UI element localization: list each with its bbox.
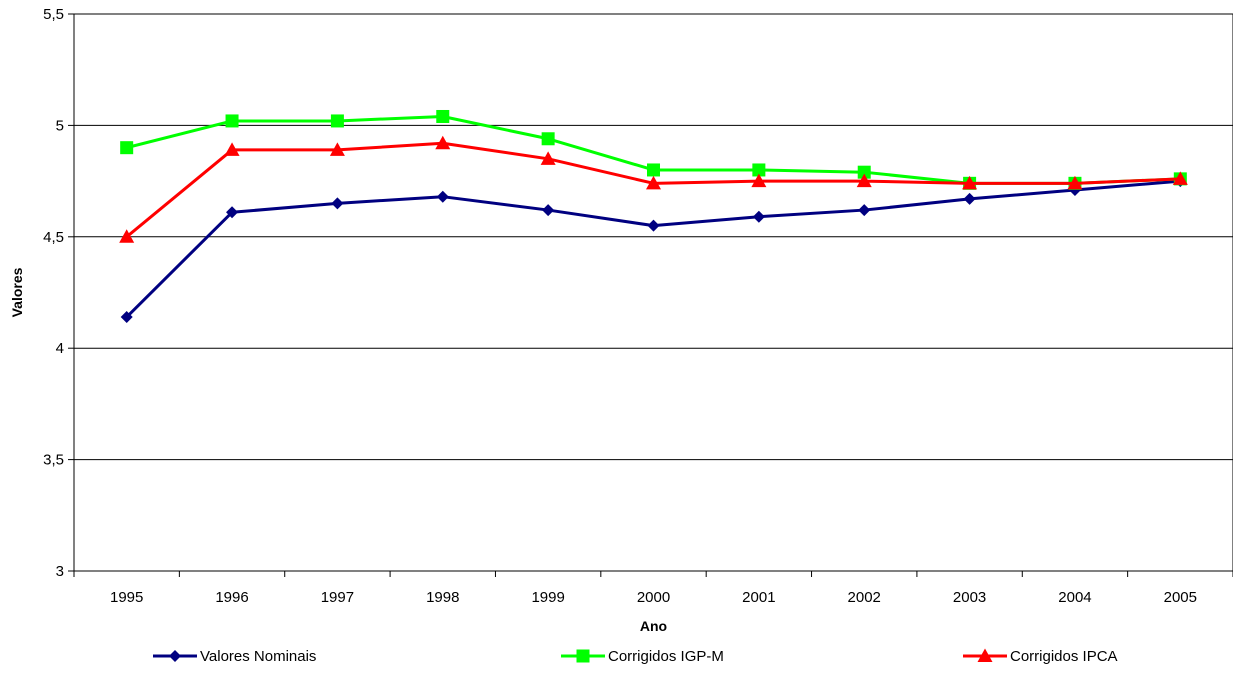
x-tick-label: 2002 <box>848 589 881 606</box>
y-tick-label: 3,5 <box>43 452 64 469</box>
data-point-corrigidos-igp-m <box>541 132 555 146</box>
series-corrigidos-ipca <box>119 135 1188 243</box>
data-point-valores-nominais <box>542 204 555 217</box>
legend: Valores Nominais Corrigidos IGP-M Corrigid… <box>153 648 1118 665</box>
series-valores-nominais <box>120 175 1187 324</box>
y-tick-label: 3 <box>56 563 64 580</box>
data-point-corrigidos-ipca <box>1172 171 1188 185</box>
series-layer <box>119 109 1188 324</box>
legend-label: Corrigidos IPCA <box>1010 648 1118 665</box>
data-point-valores-nominais <box>858 204 871 217</box>
x-tick-label: 1999 <box>531 589 564 606</box>
data-point-valores-nominais <box>436 190 449 203</box>
data-point-corrigidos-ipca <box>224 142 240 156</box>
data-point-valores-nominais <box>120 311 133 324</box>
data-point-corrigidos-ipca <box>119 229 135 243</box>
y-axis-title: Valores <box>9 267 25 317</box>
data-point-corrigidos-igp-m <box>436 109 450 123</box>
data-point-corrigidos-ipca <box>751 173 767 188</box>
x-tick-label: 2003 <box>953 589 986 606</box>
data-point-valores-nominais <box>226 206 239 219</box>
x-tick-label: 2005 <box>1164 589 1197 606</box>
data-point-valores-nominais <box>963 192 976 205</box>
legend-item-valores-nominais: Valores Nominais <box>153 648 316 665</box>
legend-marker <box>576 649 590 663</box>
plot-area <box>73 13 1233 572</box>
data-point-corrigidos-igp-m <box>120 141 134 155</box>
data-point-corrigidos-ipca <box>856 173 872 188</box>
data-point-valores-nominais <box>647 219 660 232</box>
data-point-corrigidos-igp-m <box>857 165 871 179</box>
x-tick-label: 1996 <box>215 589 248 606</box>
data-point-corrigidos-ipca <box>329 142 345 156</box>
x-tick-label: 1997 <box>321 589 354 606</box>
legend-item-corrigidos-ipca: Corrigidos IPCA <box>963 648 1118 665</box>
x-tick-label: 2001 <box>742 589 775 606</box>
data-point-corrigidos-ipca <box>1067 175 1083 190</box>
data-point-corrigidos-ipca <box>646 175 661 190</box>
y-tick-label: 4,5 <box>43 229 64 246</box>
data-point-corrigidos-igp-m <box>330 114 344 128</box>
data-point-corrigidos-ipca <box>435 135 451 150</box>
legend-item-corrigidos-igp-m: Corrigidos IGP-M <box>561 648 724 665</box>
data-point-corrigidos-ipca <box>540 151 556 165</box>
data-point-valores-nominais <box>331 197 344 210</box>
y-tick-label: 4 <box>56 340 64 357</box>
x-tick-label: 2004 <box>1058 589 1091 606</box>
data-point-corrigidos-igp-m <box>225 114 239 128</box>
x-tick-label: 2000 <box>637 589 670 606</box>
y-tick-label: 5 <box>56 117 64 134</box>
data-point-corrigidos-igp-m <box>752 163 766 177</box>
data-point-corrigidos-ipca <box>962 175 978 190</box>
x-tick-label: 1995 <box>110 589 143 606</box>
legend-marker <box>977 648 993 662</box>
legend-label: Valores Nominais <box>200 648 316 665</box>
axes: 3 3,5 4 4,5 5 5,5 1995 1996 1997 1998 1999 2000 2001… <box>43 6 1233 606</box>
y-tick-label: 5,5 <box>43 6 64 23</box>
gridlines <box>74 13 1233 572</box>
legend-marker <box>169 650 181 662</box>
legend-label: Corrigidos IGP-M <box>608 648 724 665</box>
data-point-corrigidos-igp-m <box>647 163 660 177</box>
data-point-valores-nominais <box>752 210 765 223</box>
series-line-valores-nominais <box>125 179 1181 319</box>
x-axis-title: Ano <box>640 618 667 634</box>
x-tick-label: 1998 <box>426 589 459 606</box>
